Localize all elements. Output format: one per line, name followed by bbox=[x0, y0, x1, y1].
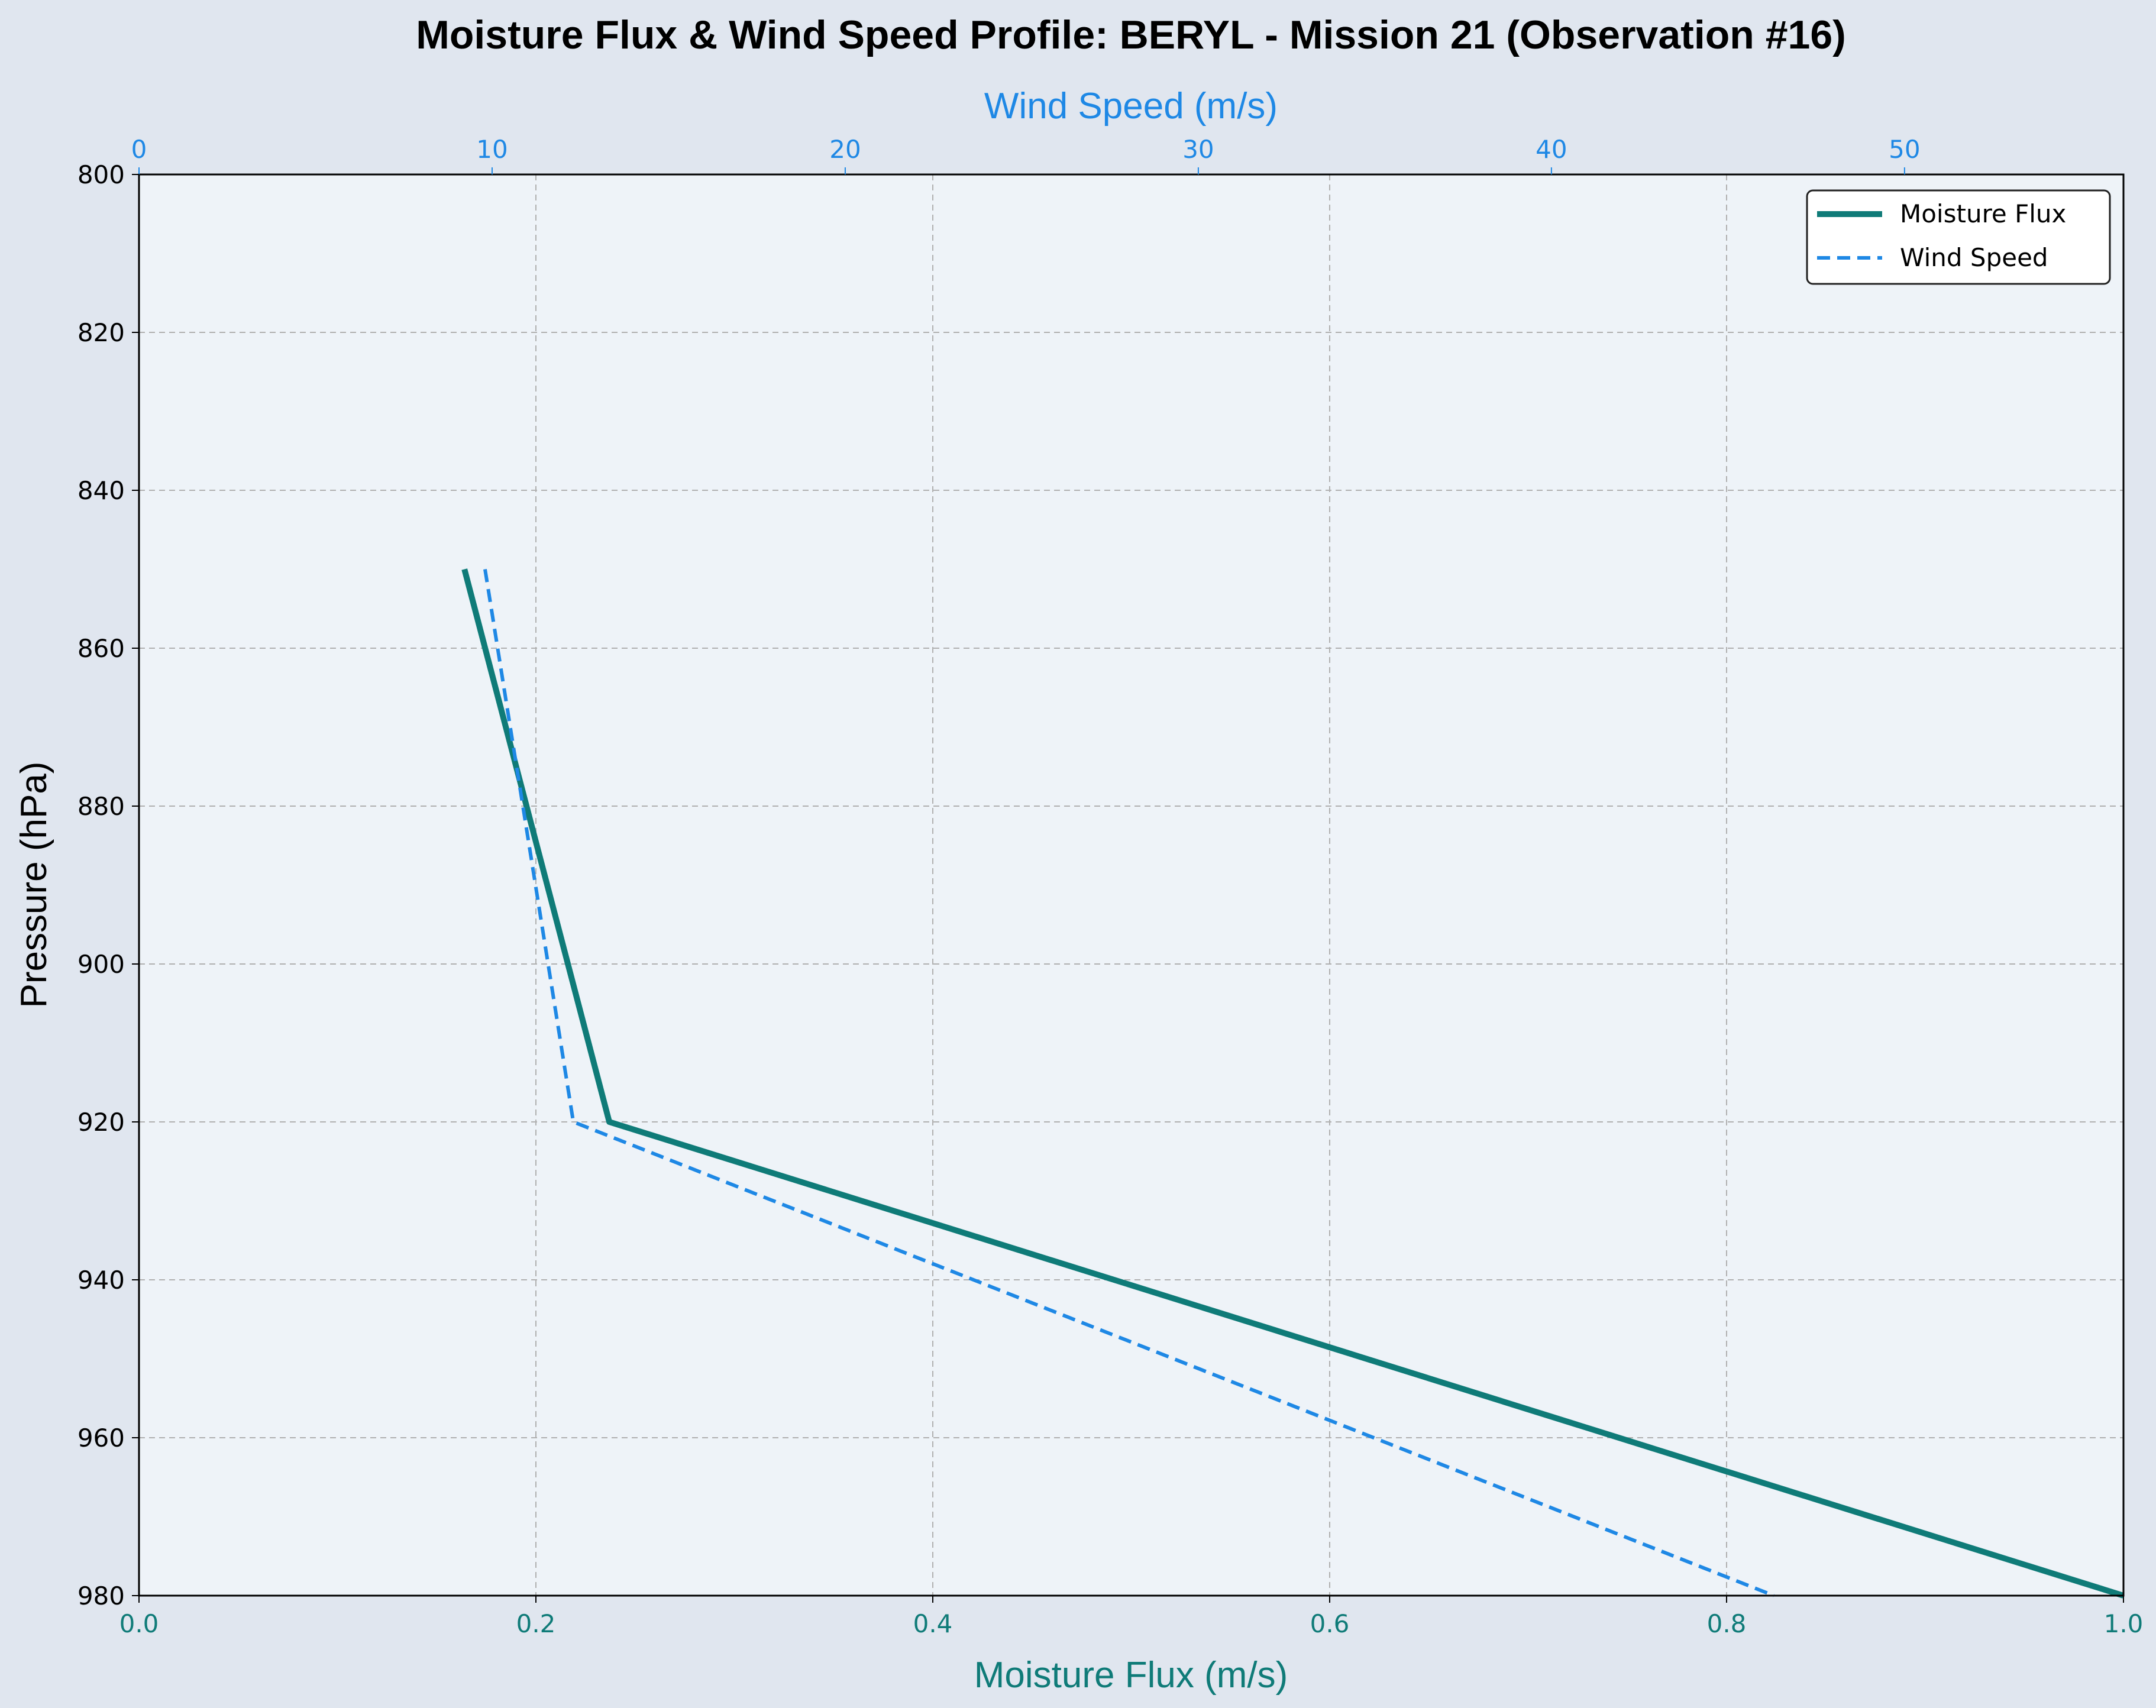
legend-label-wind-speed: Wind Speed bbox=[1900, 243, 2048, 272]
y-axis-title: Pressure (hPa) bbox=[14, 762, 54, 1008]
x2-tick-label: 50 bbox=[1889, 135, 1920, 164]
y-tick-label: 920 bbox=[77, 1108, 125, 1137]
legend-label-moisture-flux: Moisture Flux bbox=[1900, 199, 2066, 228]
plot-area bbox=[139, 174, 2123, 1596]
top-axis-title: Wind Speed (m/s) bbox=[984, 86, 1278, 127]
bottom-axis-title: Moisture Flux (m/s) bbox=[974, 1655, 1288, 1696]
chart-title: Moisture Flux & Wind Speed Profile: BERY… bbox=[416, 12, 1846, 57]
x-tick-label: 0.6 bbox=[1310, 1609, 1350, 1638]
x2-tick-label: 0 bbox=[131, 135, 147, 164]
x2-tick-label: 40 bbox=[1536, 135, 1567, 164]
x-tick-label: 0.8 bbox=[1707, 1609, 1747, 1638]
y-tick-label: 980 bbox=[77, 1581, 125, 1610]
y-tick-label: 900 bbox=[77, 950, 125, 979]
y-tick-label: 800 bbox=[77, 160, 125, 189]
y-tick-label: 860 bbox=[77, 634, 125, 663]
x-tick-label: 0.0 bbox=[119, 1609, 159, 1638]
x-tick-label: 0.4 bbox=[913, 1609, 953, 1638]
grid-lines bbox=[139, 174, 2123, 1596]
legend-box bbox=[1806, 189, 2111, 285]
legend: Moisture Flux Wind Speed bbox=[1806, 189, 2111, 285]
y-tick-label: 840 bbox=[77, 476, 125, 505]
plot-frame bbox=[138, 173, 2125, 1597]
x2-tick-label: 30 bbox=[1182, 135, 1214, 164]
x-tick-label: 0.2 bbox=[516, 1609, 556, 1638]
x-tick-label: 1.0 bbox=[2104, 1609, 2144, 1638]
x2-tick-label: 10 bbox=[476, 135, 508, 164]
y-tick-label: 940 bbox=[77, 1266, 125, 1295]
y-tick-label: 880 bbox=[77, 792, 125, 821]
series-line-wind-speed bbox=[483, 569, 1775, 1597]
y-tick-label: 960 bbox=[77, 1424, 125, 1453]
series-group bbox=[461, 568, 2125, 1599]
y-tick-label: 820 bbox=[77, 318, 125, 347]
x2-tick-label: 20 bbox=[829, 135, 861, 164]
axis-ticks: 0.0 0.2 0.4 0.6 0.8 1.0 0 10 20 30 40 50 800 820 840 86… bbox=[77, 135, 2144, 1638]
